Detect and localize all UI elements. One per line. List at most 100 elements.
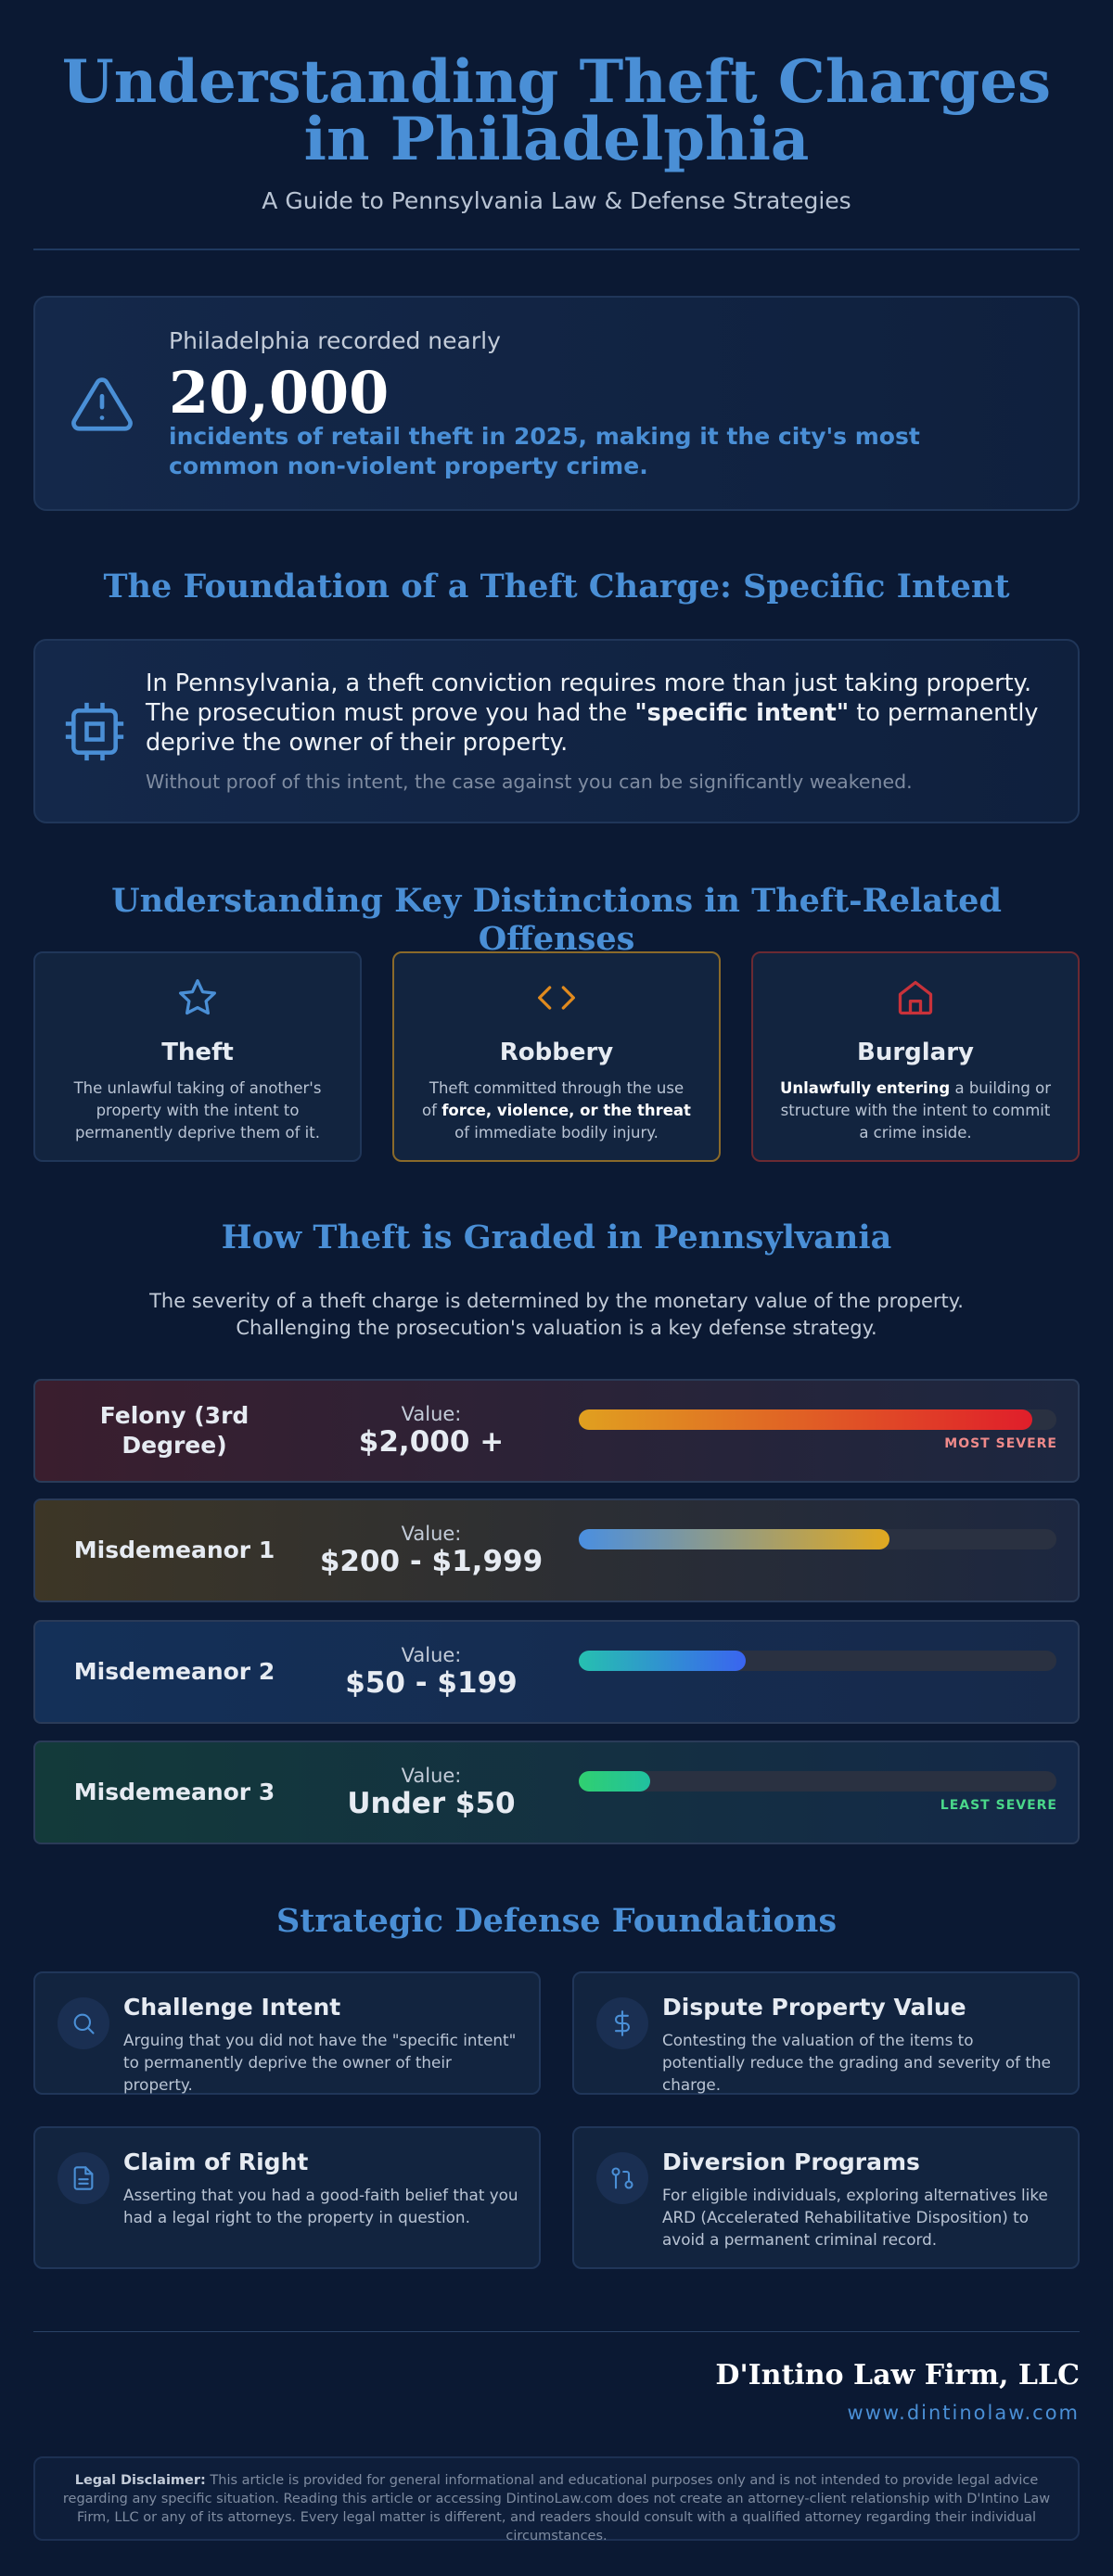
intent-box: In Pennsylvania, a theft conviction requ… [33,639,1080,823]
intent-text: In Pennsylvania, a theft conviction requ… [146,669,1041,758]
card-desc: Theft committed through the use of force… [420,1078,693,1144]
value-label: Value: [401,1523,462,1545]
defense-card: Challenge Intent Arguing that you did not… [33,1971,541,2095]
grading-intro: The severity of a theft charge is determ… [33,1288,1080,1342]
severity-track [579,1771,1056,1792]
card-desc: Unlawfully entering a building or struct… [779,1078,1052,1144]
icon [420,977,693,1022]
defense-card: Diversion Programs For eligible individua… [572,2126,1080,2269]
severity-tag: LEAST SEVERE [940,1798,1057,1813]
defense-title: Diversion Programs [662,2149,920,2175]
divider [33,249,1080,250]
disclaimer-label: Legal Disclaimer: [74,2473,206,2488]
distinction-cards: Theft The unlawful taking of another's pr… [33,951,1080,1162]
icon [58,2152,109,2204]
defense-desc: Arguing that you did not have the "speci… [123,2031,517,2094]
card-title: Theft [161,1039,234,1066]
emphasis: force, violence, or the threat [441,1102,691,1119]
intro-line: The severity of a theft charge is determ… [149,1290,964,1312]
icon-svg [73,2013,95,2034]
tier-row: Felony (3rd Degree) Value: $2,000 + MOST SE… [33,1379,1080,1483]
icon-svg [179,979,216,1015]
defense-title: Challenge Intent [123,1994,341,2021]
value-range: $200 - $1,999 [319,1545,544,1578]
disclaimer: Legal Disclaimer: This article is provid… [33,2456,1080,2544]
tier-name: Misdemeanor 2 [73,1658,275,1685]
tier-value: Value: Under $50 [313,1765,549,1820]
card-desc: The unlawful taking of another's propert… [61,1078,334,1144]
defense-card: Claim of Right Asserting that you had a g… [33,2126,541,2269]
icon [61,977,334,1022]
severity-track [579,1529,1056,1549]
tier-value: Value: $50 - $199 [313,1644,549,1700]
icon-svg [898,980,933,1015]
warning-icon [71,377,133,431]
defense-desc: Contesting the valuation of the items to… [662,2031,1051,2094]
section-heading: Strategic Defense Foundations [275,1902,838,1940]
value-label: Value: [401,1403,462,1425]
title: Understanding Theft Charges in Philadelp… [61,47,1052,174]
icon [58,1997,109,2049]
severity-track [579,1409,1056,1430]
icon-svg [611,2167,633,2189]
severity-bar [579,1529,889,1549]
tier-name: Felony (3rd Degree) [99,1402,249,1459]
defense-desc: Asserting that you had a good-faith beli… [123,2186,518,2226]
icon-svg [73,2166,94,2190]
value-label: Value: [401,1765,462,1787]
section-heading: The Foundation of a Theft Charge: Specif… [103,567,1010,606]
defense-desc: For eligible individuals, exploring alte… [662,2186,1048,2249]
text: The unlawful taking of another's propert… [73,1079,322,1141]
tier-row: Misdemeanor 2 Value: $50 - $199 [33,1620,1080,1724]
text: to permanently deprive the owner of thei… [146,699,1039,757]
icon-svg [538,986,575,1010]
stat-number: 20,000 [169,359,390,427]
icon-svg [614,2010,631,2036]
emphasis: Unlawfully entering [779,1079,951,1097]
chip-icon [65,702,124,761]
intro-line: Challenging the prosecution's valuation … [236,1317,877,1339]
stat-text: incidents of retail theft in 2025, makin… [169,423,920,479]
value-range: $50 - $199 [345,1666,518,1700]
stat-box: Philadelphia recorded nearly 20,000 inci… [33,296,1080,511]
card-title: Burglary [857,1039,974,1066]
text: of immediate bodily injury. [454,1124,659,1141]
tier-name: Misdemeanor 3 [73,1779,275,1805]
icon [596,1997,648,2049]
severity-track [579,1651,1056,1671]
section-heading: How Theft is Graded in Pennsylvania [221,1218,892,1256]
tier-value: Value: $200 - $1,999 [313,1523,549,1578]
divider [33,2331,1080,2332]
value-label: Value: [401,1644,462,1666]
tier-row: Misdemeanor 3 Value: Under $50 LEAST SEVERE [33,1741,1080,1844]
text: a building or structure with the intent … [780,1079,1052,1141]
icon [596,2152,648,2204]
defense-title: Claim of Right [123,2149,309,2175]
text: In Pennsylvania, a theft conviction requ… [146,670,1032,727]
card-title: Robbery [499,1039,614,1066]
defense-card: Dispute Property Value Contesting the val… [572,1971,1080,2095]
tier-row: Misdemeanor 1 Value: $200 - $1,999 [33,1498,1080,1602]
distinction-card: Theft The unlawful taking of another's pr… [33,951,362,1162]
tier-name: Misdemeanor 1 [73,1537,275,1563]
disclaimer-text: This article is provided for general inf… [62,2473,1051,2544]
severity-bar [579,1651,747,1671]
text: Theft committed through the use of [422,1079,684,1119]
firm-url: www.dintinolaw.com [847,2402,1080,2424]
distinction-card: Burglary Unlawfully entering a building o… [751,951,1080,1162]
severity-tag: MOST SEVERE [944,1436,1057,1451]
section-heading: Understanding Key Distinctions in Theft-… [111,882,1002,958]
defense-title: Dispute Property Value [662,1994,966,2021]
icon [779,977,1052,1022]
severity-bar [579,1409,1033,1430]
severity-bar [579,1771,651,1792]
stat-lead: Philadelphia recorded nearly [169,327,501,354]
value-range: Under $50 [347,1787,516,1820]
firm-name: D'Intino Law Firm, LLC [715,2359,1080,2391]
distinction-card: Robbery Theft committed through the use o… [392,951,721,1162]
subtitle: A Guide to Pennsylvania Law & Defense St… [262,187,851,214]
emphasis: "specific intent" [634,699,850,727]
value-range: $2,000 + [358,1425,505,1459]
